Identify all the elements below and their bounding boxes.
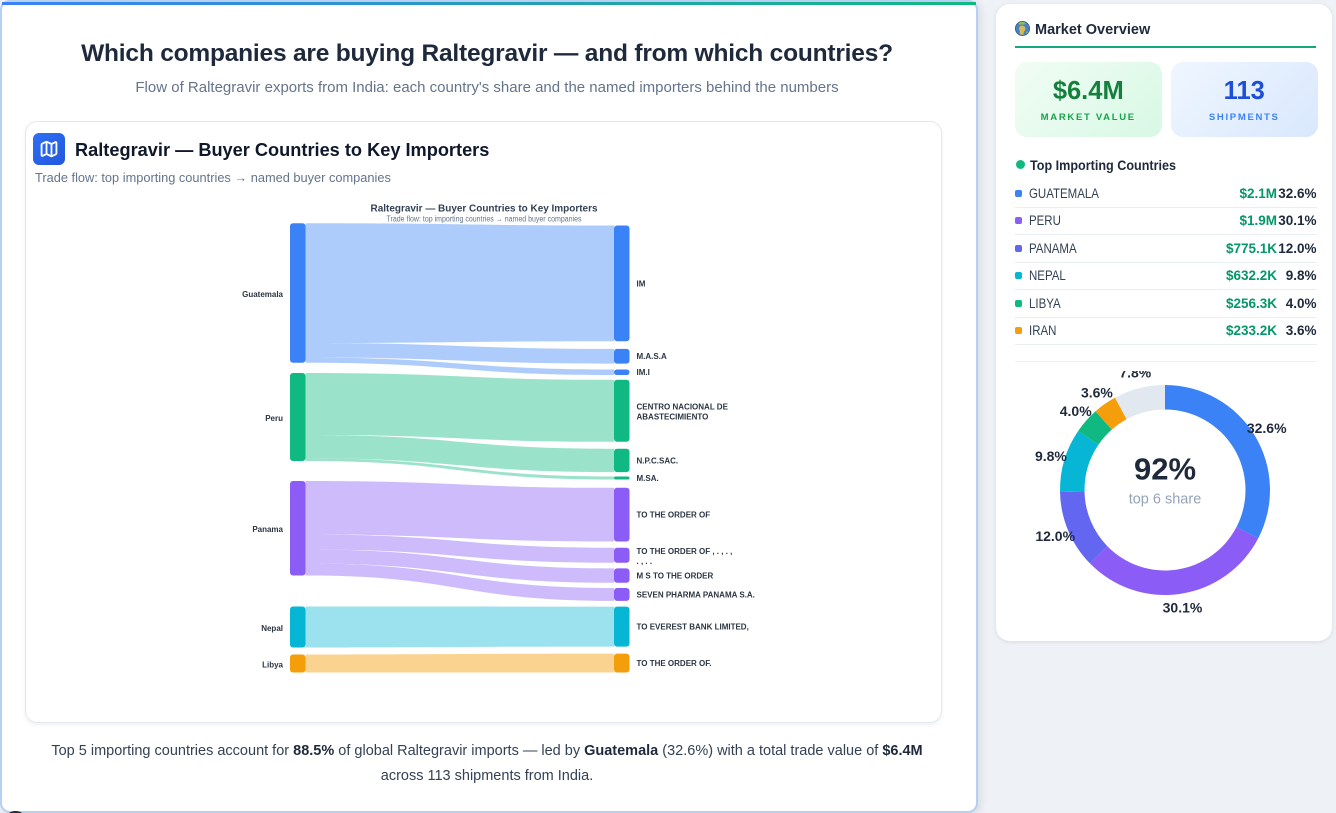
svg-text:SEVEN PHARMA PANAMA S.A.: SEVEN PHARMA PANAMA S.A. (637, 590, 755, 599)
svg-text:TO THE ORDER OF.: TO THE ORDER OF. (637, 659, 712, 668)
svg-text:4.0%: 4.0% (1060, 403, 1092, 419)
svg-text:IM: IM (637, 279, 646, 288)
svg-text:Peru: Peru (265, 414, 283, 423)
svg-text:32.6%: 32.6% (1247, 420, 1287, 436)
svg-text:Nepal: Nepal (261, 624, 283, 633)
svg-text:M.A.S.A: M.A.S.A (637, 352, 667, 361)
svg-text:Guatemala: Guatemala (242, 290, 283, 299)
svg-text:7.8%: 7.8% (1119, 371, 1151, 381)
svg-text:N.P.C.SAC.: N.P.C.SAC. (637, 456, 679, 465)
svg-text:Raltegravir — Buyer Countries: Raltegravir — Buyer Countries to Key Imp… (371, 203, 598, 215)
svg-text:top 6 share: top 6 share (1129, 492, 1202, 508)
svg-text:CENTRO NACIONAL DE: CENTRO NACIONAL DE (637, 403, 729, 412)
svg-text:9.8%: 9.8% (1035, 448, 1067, 464)
svg-text:TO EVEREST BANK LIMITED,: TO EVEREST BANK LIMITED, (637, 623, 749, 632)
svg-text:Panama: Panama (252, 525, 283, 534)
svg-text:M S TO THE ORDER: M S TO THE ORDER (637, 572, 714, 581)
svg-text:30.1%: 30.1% (1163, 600, 1203, 616)
svg-text:. , . .: . , . . (637, 557, 653, 566)
svg-text:Libya: Libya (262, 661, 283, 670)
svg-text:TO THE ORDER OF , . , . ,: TO THE ORDER OF , . , . , (637, 547, 733, 556)
svg-text:92%: 92% (1134, 452, 1196, 487)
svg-text:TO THE ORDER OF: TO THE ORDER OF (637, 511, 711, 520)
svg-text:M.SA.: M.SA. (637, 474, 659, 483)
svg-text:Trade flow: top importing coun: Trade flow: top importing countries → na… (387, 215, 582, 224)
svg-text:ABASTECIMIENTO: ABASTECIMIENTO (637, 413, 709, 422)
svg-text:IM.I: IM.I (637, 368, 650, 377)
svg-text:12.0%: 12.0% (1035, 528, 1075, 544)
svg-text:3.6%: 3.6% (1081, 384, 1113, 400)
